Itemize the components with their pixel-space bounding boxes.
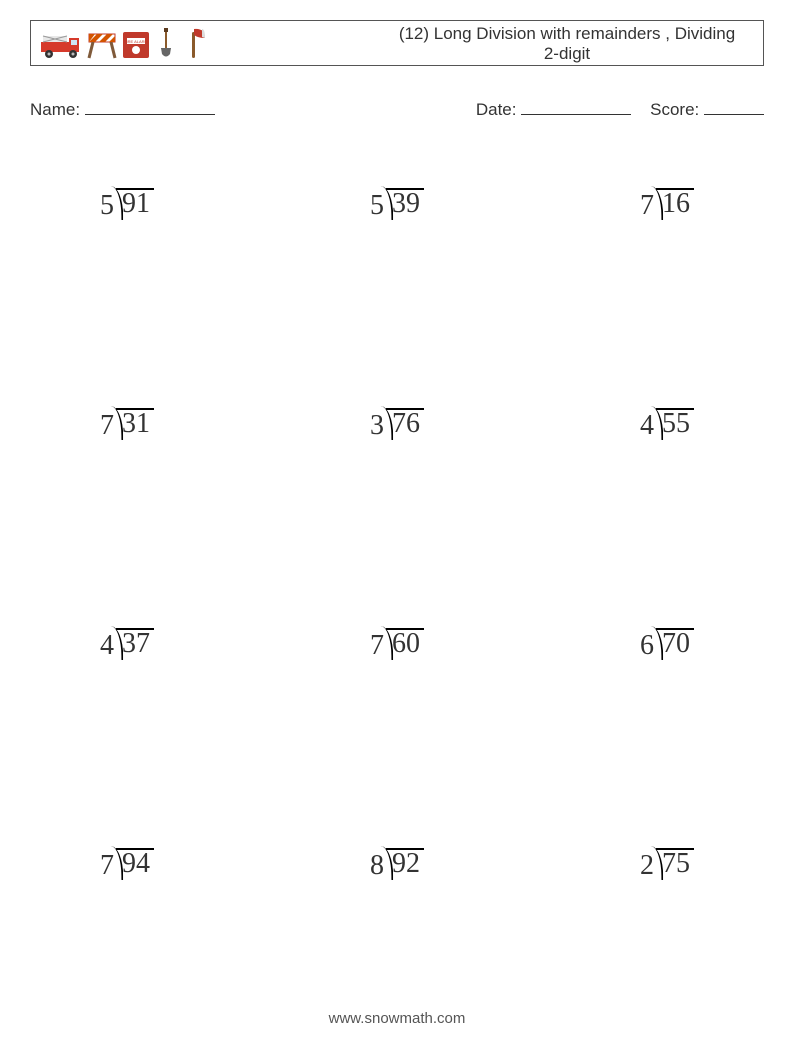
problems-grid: 591 539 716 731 376 455 437 760 670 794 … [30,180,764,880]
fire-alarm-icon: FIRE ALARM [121,30,151,60]
axe-icon [181,26,207,60]
dividend: 39 [386,188,424,218]
footer-url: www.snowmath.com [0,1010,794,1027]
division-problem: 716 [640,180,694,220]
division-problem: 892 [370,840,424,880]
name-label: Name: [30,100,80,119]
title-line-1: (12) Long Division with remainders , Div… [399,24,735,43]
date-blank[interactable] [521,96,631,115]
division-bracket: 70 [656,628,694,660]
division-bracket: 92 [386,848,424,880]
svg-text:FIRE ALARM: FIRE ALARM [124,39,148,44]
title-line-2: 2-digit [544,44,590,63]
division-bracket: 31 [116,408,154,440]
name-blank[interactable] [85,96,215,115]
dividend: 94 [116,848,154,878]
shovel-icon [155,26,177,60]
division-problem: 760 [370,620,424,660]
division-bracket: 75 [656,848,694,880]
dividend: 70 [656,628,694,658]
date-label: Date: [476,100,517,119]
problem-row: 437 760 670 [30,620,764,660]
division-bracket: 39 [386,188,424,220]
firetruck-icon [39,32,83,60]
division-problem: 794 [100,840,154,880]
name-field: Name: [30,96,476,120]
division-problem: 539 [370,180,424,220]
worksheet-title: (12) Long Division with remainders , Div… [387,24,747,65]
dividend: 92 [386,848,424,878]
division-problem: 275 [640,840,694,880]
barricade-icon [87,30,117,60]
dividend: 91 [116,188,154,218]
division-bracket: 76 [386,408,424,440]
problem-row: 591 539 716 [30,180,764,220]
problem-row: 731 376 455 [30,400,764,440]
division-bracket: 16 [656,188,694,220]
division-bracket: 60 [386,628,424,660]
dividend: 76 [386,408,424,438]
dividend: 16 [656,188,694,218]
division-problem: 591 [100,180,154,220]
info-row: Name: Date: Score: [30,96,764,120]
problem-row: 794 892 275 [30,840,764,880]
dividend: 75 [656,848,694,878]
division-bracket: 55 [656,408,694,440]
score-blank[interactable] [704,96,764,115]
header-box: FIRE ALARM (12) Long Division with remai… [30,20,764,66]
date-score: Date: Score: [476,96,764,120]
division-problem: 437 [100,620,154,660]
division-problem: 376 [370,400,424,440]
dividend: 55 [656,408,694,438]
division-problem: 731 [100,400,154,440]
worksheet-page: FIRE ALARM (12) Long Division with remai… [0,0,794,1053]
division-bracket: 94 [116,848,154,880]
dividend: 31 [116,408,154,438]
dividend: 37 [116,628,154,658]
dividend: 60 [386,628,424,658]
header-icons: FIRE ALARM [39,26,207,60]
division-bracket: 37 [116,628,154,660]
division-bracket: 91 [116,188,154,220]
division-problem: 455 [640,400,694,440]
division-problem: 670 [640,620,694,660]
score-label: Score: [650,100,699,119]
